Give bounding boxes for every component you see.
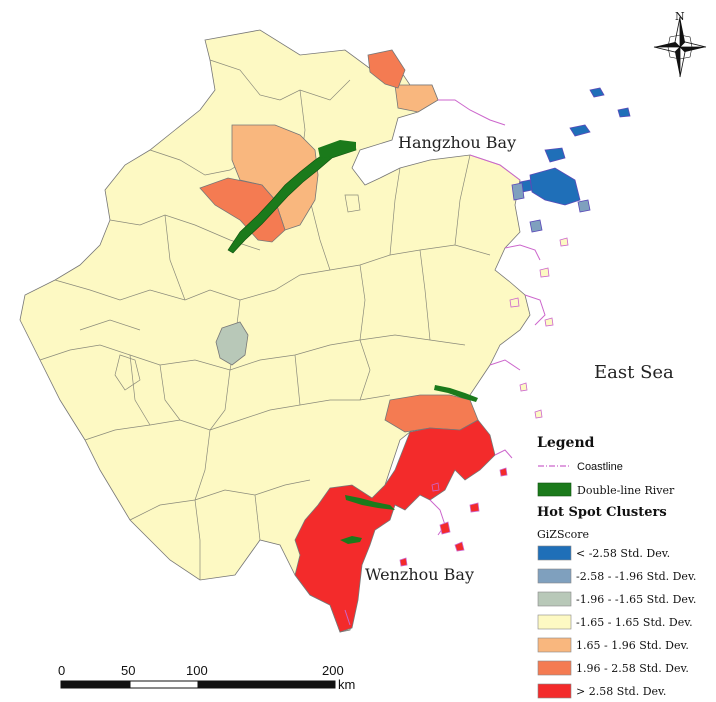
legend-class-label-6: > 2.58 Std. Dev. — [576, 685, 666, 698]
cold-spot-grey — [215, 321, 249, 366]
legend-title: Legend — [537, 435, 595, 451]
hot-spot-light-orange-2 — [394, 84, 439, 113]
legend-swatch-1 — [537, 568, 572, 584]
legend-swatch-5 — [537, 660, 572, 676]
river-legend-label: Double-line River — [577, 484, 675, 497]
coastline — [344, 99, 546, 626]
scale-tick-0: 0 — [58, 663, 65, 678]
clusters-title: Hot Spot Clusters — [537, 505, 667, 520]
legend-class-label-5: 1.96 - 2.58 Std. Dev. — [576, 662, 689, 675]
legend-classes: < -2.58 Std. Dev. -2.58 - -1.96 Std. Dev.… — [537, 545, 696, 699]
hot-spot-orange-2 — [367, 49, 406, 89]
hangzhou-bay-label: Hangzhou Bay — [398, 133, 516, 152]
coastline-legend-label: Coastline — [577, 461, 623, 473]
scale-unit: km — [338, 677, 355, 692]
legend-swatch-6 — [537, 683, 572, 699]
scale-tick-50: 50 — [121, 663, 135, 678]
cold-spot-steel-islands — [511, 182, 591, 233]
oujiang-river — [345, 495, 395, 510]
county-borders — [39, 59, 491, 580]
north-label: N — [675, 10, 685, 23]
scale-tick-200: 200 — [322, 663, 344, 678]
legend-swatch-2 — [537, 591, 572, 607]
small-islands — [509, 237, 569, 419]
legend-class-label-0: < -2.58 Std. Dev. — [576, 547, 670, 560]
scale-segment-1 — [60, 680, 131, 689]
legend-swatch-0 — [537, 545, 572, 561]
legend-class-label-1: -2.58 - -1.96 Std. Dev. — [576, 570, 696, 583]
jiaojiang-river — [434, 385, 478, 402]
rivers — [227, 140, 478, 544]
hot-spot-orange-1 — [199, 177, 286, 243]
legend-class-label-2: -1.96 - -1.65 Std. Dev. — [576, 593, 696, 606]
hot-spot-light-orange-1 — [231, 124, 319, 231]
legend-class-label-4: 1.65 - 1.96 Std. Dev. — [576, 639, 689, 652]
scale-segment-2 — [129, 680, 199, 689]
scale-bar: 0 50 100 200 km — [58, 663, 355, 692]
scale-tick-100: 100 — [186, 663, 208, 678]
feiyun-river — [340, 536, 362, 544]
river-swatch — [537, 482, 572, 497]
legend-swatch-3 — [537, 614, 572, 630]
north-arrow-icon — [653, 16, 707, 78]
legend-swatch-4 — [537, 637, 572, 653]
field-label: GiZScore — [537, 528, 589, 541]
legend-class-label-3: -1.65 - 1.65 Std. Dev. — [576, 616, 693, 629]
east-sea-label: East Sea — [594, 362, 674, 383]
hot-spot-red — [294, 419, 496, 633]
hot-spot-orange-3 — [384, 394, 479, 433]
qiantang-estuary — [318, 140, 356, 158]
province-base — [19, 29, 531, 633]
legend: Legend Coastline Double-line River Hot S… — [537, 435, 696, 699]
wenzhou-bay-label: Wenzhou Bay — [365, 565, 474, 584]
scale-segment-3 — [197, 680, 336, 689]
coastal-islands — [399, 467, 508, 567]
cold-spot-blue-islands — [519, 87, 631, 206]
